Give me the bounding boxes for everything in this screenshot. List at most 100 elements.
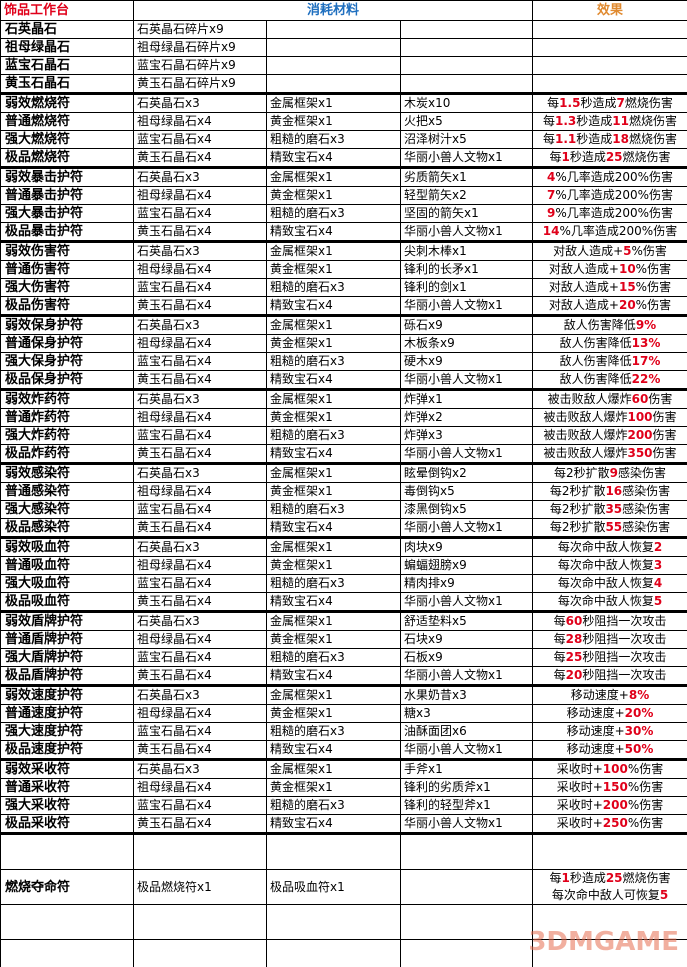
effect-highlight-value: 20 (565, 668, 583, 682)
effect-text: 燃烧伤害 (628, 114, 677, 128)
effect-text: 秒造成 (576, 132, 613, 146)
material-2: 极品吸血符x1 (266, 869, 401, 905)
item-name: 弱效盾牌护符 (0, 610, 134, 631)
material-1: 黄玉石晶石x4 (133, 740, 267, 760)
table-row: 强大速度护符 蓝宝石晶石x4 粗糙的磨石x3 油酥面团x6 移动速度+30% (0, 722, 687, 741)
item-name: 燃烧夺命符 (0, 869, 134, 905)
material-1: 黄玉石晶石x4 (133, 444, 267, 464)
material-3: 木炭x10 (400, 92, 533, 113)
effect-highlight-value: 35 (605, 502, 623, 516)
item-name: 普通炸药符 (0, 408, 134, 427)
material-1: 蓝宝石晶石x4 (133, 130, 267, 149)
effect-text: 对敌人造成+ (553, 244, 624, 259)
material-3 (400, 20, 533, 39)
item-name: 黄玉石晶石 (0, 74, 134, 94)
empty-cell (400, 939, 533, 967)
effect-highlight-value: 1.5 (559, 96, 581, 111)
material-1: 祖母绿晶石x4 (133, 482, 267, 501)
effect-highlight-value: 5 (623, 244, 632, 259)
effect-text: 燃烧伤害 (622, 871, 671, 885)
material-2: 精致宝石x4 (266, 444, 401, 464)
effect-cell (532, 56, 687, 75)
item-name: 普通采收符 (0, 778, 134, 797)
effect-highlight-value: 60 (631, 392, 649, 407)
effect-highlight-value: 1.1 (555, 132, 577, 146)
empty-row (0, 832, 687, 870)
header-name: 饰品工作台 (0, 0, 134, 21)
effect-highlight-value: 350 (627, 446, 653, 460)
empty-cell (133, 832, 267, 870)
effect-text: 移动速度+ (566, 706, 625, 720)
effect-highlight-value: 8% (628, 688, 650, 703)
effect-text: 燃烧伤害 (622, 150, 671, 164)
table-row: 普通伤害符 祖母绿晶石x4 黄金框架x1 锋利的长矛x1 对敌人造成+10%伤害 (0, 260, 687, 279)
material-2: 精致宝石x4 (266, 814, 401, 834)
effect-text: 每 (553, 632, 566, 646)
material-3: 华丽小兽人文物x1 (400, 518, 533, 538)
material-1: 石英晶石x3 (133, 314, 267, 335)
material-3: 锋利的长矛x1 (400, 260, 533, 279)
material-2: 粗糙的磨石x3 (266, 130, 401, 149)
item-name: 普通保身护符 (0, 334, 134, 353)
effect-highlight-value: 50% (624, 742, 654, 756)
effect-highlight-value: 17% (631, 354, 661, 368)
table-row: 强大炸药符 蓝宝石晶石x4 粗糙的磨石x3 炸弹x3 被击败敌人爆炸200伤害 (0, 426, 687, 445)
effect-text: 每 (547, 96, 560, 111)
effect-text: 秒阻挡一次攻击 (582, 632, 667, 646)
effect-text: 采收时+ (556, 816, 603, 830)
table-row: 极品炸药符 黄玉石晶石x4 精致宝石x4 华丽小兽人文物x1 被击败敌人爆炸350伤害 (0, 444, 687, 464)
effect-text: 燃烧伤害 (624, 96, 673, 111)
effect-text: 每 (553, 668, 566, 682)
material-2: 精致宝石x4 (266, 370, 401, 390)
empty-row (0, 939, 687, 967)
item-name: 极品伤害符 (0, 296, 134, 316)
material-3: 砾石x9 (400, 314, 533, 335)
material-2: 黄金框架x1 (266, 334, 401, 353)
material-2: 精致宝石x4 (266, 222, 401, 242)
material-3 (400, 38, 533, 57)
effect-highlight-value: 1.3 (555, 114, 577, 128)
table-row: 强大采收符 蓝宝石晶石x4 粗糙的磨石x3 锋利的轻型斧x1 采收时+200%伤害 (0, 796, 687, 815)
material-1: 祖母绿晶石x4 (133, 186, 267, 205)
table-row: 黄玉石晶石 黄玉石晶石碎片x9 (0, 74, 687, 94)
table-row: 弱效炸药符 石英晶石x3 金属框架x1 炸弹x1 被击败敌人爆炸60伤害 (0, 388, 687, 409)
effect-cell: 被击败敌人爆炸200伤害 (532, 426, 687, 445)
effect-cell: 对敌人造成+15%伤害 (532, 278, 687, 297)
material-2 (266, 20, 401, 39)
empty-cell (0, 832, 134, 870)
item-name: 普通暴击护符 (0, 186, 134, 205)
material-1: 黄玉石晶石碎片x9 (133, 74, 267, 94)
table-row: 弱效盾牌护符 石英晶石x3 金属框架x1 舒适垫料x5 每60秒阻挡一次攻击 (0, 610, 687, 631)
material-1: 黄玉石晶石x4 (133, 222, 267, 242)
material-1: 黄玉石晶石x4 (133, 814, 267, 834)
effect-highlight-value: 9 (546, 206, 556, 220)
material-3: 木板条x9 (400, 334, 533, 353)
item-name: 强大感染符 (0, 500, 134, 519)
material-1: 祖母绿晶石x4 (133, 556, 267, 575)
material-2: 金属框架x1 (266, 684, 401, 705)
material-3: 炸弹x3 (400, 426, 533, 445)
effect-highlight-value: 25 (605, 150, 623, 164)
effect-text: 每2秒扩散 (549, 520, 606, 534)
effect-cell: 7%几率造成200%伤害 (532, 186, 687, 205)
material-1: 黄玉石晶石x4 (133, 666, 267, 686)
effect-highlight-value: 200 (627, 428, 653, 442)
table-row: 强大燃烧符 蓝宝石晶石x4 粗糙的磨石x3 沼泽树汁x5 每1.1秒造成18燃烧伤害 (0, 130, 687, 149)
effect-cell: 移动速度+20% (532, 704, 687, 723)
material-2: 金属框架x1 (266, 536, 401, 557)
material-1: 石英晶石碎片x9 (133, 20, 267, 39)
empty-row (0, 904, 687, 940)
empty-cell (266, 832, 401, 870)
effect-cell: 每2秒扩散35感染伤害 (532, 500, 687, 519)
effect-cell: 每20秒阻挡一次攻击 (532, 666, 687, 686)
effect-highlight-value: 3 (653, 558, 663, 572)
item-name: 普通伤害符 (0, 260, 134, 279)
material-3: 华丽小兽人文物x1 (400, 592, 533, 612)
effect-text: %伤害 (627, 780, 664, 794)
material-3: 华丽小兽人文物x1 (400, 444, 533, 464)
effect-cell: 每1.1秒造成18燃烧伤害 (532, 130, 687, 149)
header-materials: 消耗材料 (133, 0, 533, 21)
effect-cell: 14%几率造成200%伤害 (532, 222, 687, 242)
material-1: 蓝宝石晶石x4 (133, 500, 267, 519)
effect-text: 移动速度+ (566, 742, 625, 756)
